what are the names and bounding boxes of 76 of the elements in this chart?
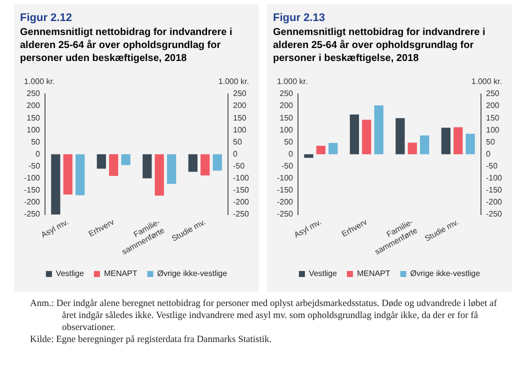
y-axis-title: 1.000 kr.	[24, 77, 55, 86]
y-tick-label: -250	[24, 210, 41, 219]
y2-tick-label: -200	[486, 198, 503, 207]
y-tick-label: 150	[280, 113, 294, 122]
y2-tick-label: 150	[232, 113, 247, 122]
bar	[374, 105, 384, 154]
bar	[454, 127, 463, 154]
y-tick-label: -50	[28, 161, 41, 170]
y2-tick-label: 100	[486, 125, 500, 134]
chart-title: Figur 2.13	[273, 12, 326, 24]
y2-tick-label: 0	[486, 149, 491, 158]
y-tick-label: 200	[280, 101, 294, 110]
y2-tick-label: -150	[486, 186, 503, 195]
y2-tick-label: -150	[232, 186, 250, 195]
legend-label: MENAPT	[104, 269, 138, 278]
y-tick-label: 0	[36, 149, 41, 158]
y2-tick-label: 200	[486, 101, 500, 110]
y2-tick-label: -200	[232, 198, 250, 207]
legend-label: Øvrige ikke-vestlige	[157, 269, 228, 278]
y2-tick-label: -250	[486, 210, 503, 219]
y2-tick-label: 150	[486, 113, 500, 122]
bar	[396, 118, 405, 154]
legend-label: MENAPT	[356, 269, 390, 278]
y2-tick-label: 100	[232, 125, 247, 134]
y2-tick-label: 50	[486, 137, 496, 146]
chart-title: Figur 2.12	[20, 12, 73, 24]
bar	[304, 154, 314, 158]
y-tick-label: 150	[26, 113, 41, 122]
y2-tick-label: -250	[232, 210, 250, 219]
y2-tick-label: 250	[486, 89, 500, 98]
chart-subtitle: Gennemsnitligt nettobidrag for indvandrere i alderen 25-64 år over opholdsgrundlag for personer uden beskæftigelse, 2018	[20, 26, 234, 66]
y-tick-label: -100	[24, 174, 41, 183]
y-tick-label: -100	[276, 174, 294, 183]
text: Kilde: Egne beregninger på registerdata fra Danmarks Statistik.	[30, 334, 273, 346]
y2-tick-label: 250	[232, 89, 247, 98]
x-tick-label: Asyl mv.	[40, 217, 70, 240]
x-tick-label: Studie mv.	[423, 217, 460, 244]
x-tick-label: Asyl mv.	[292, 217, 323, 240]
legend-label: Vestlige	[308, 269, 338, 278]
y-tick-label: -150	[24, 186, 41, 195]
y2-tick-label: 50	[232, 137, 242, 146]
legend-label: Øvrige ikke-vestlige	[410, 269, 481, 278]
legend-label: Vestlige	[56, 269, 84, 278]
y2-tick-label: -100	[486, 174, 503, 183]
y-tick-label: -250	[276, 210, 294, 219]
y-axis-title: 1.000 kr.	[277, 77, 308, 86]
bar	[441, 128, 450, 154]
bar	[408, 142, 417, 154]
y-tick-label: 200	[26, 101, 41, 110]
y2-axis-title: 1.000 kr.	[471, 77, 502, 86]
bar	[350, 114, 360, 154]
bar	[420, 135, 430, 154]
y-tick-label: 0	[288, 149, 294, 158]
y-tick-label: -200	[24, 198, 41, 207]
x-tick-label: Studie mv.	[170, 217, 208, 244]
y-tick-label: 100	[26, 125, 41, 134]
bar	[328, 142, 338, 154]
y-tick-label: -150	[276, 186, 294, 195]
bar	[316, 146, 326, 154]
y2-tick-label: 200	[232, 101, 247, 110]
y-tick-label: -200	[276, 198, 294, 207]
bar	[466, 134, 475, 154]
chart-subtitle: Gennemsnitligt nettobidrag for indvandrere i alderen 25-64 år over opholdsgrundlag for personer i beskæftigelse, 2018	[273, 26, 486, 66]
y-tick-label: 250	[280, 89, 294, 98]
y2-tick-label: -50	[232, 161, 246, 170]
y-tick-label: 250	[26, 89, 41, 98]
y-tick-label: 50	[284, 137, 294, 146]
y2-tick-label: -100	[232, 174, 250, 183]
y-tick-label: 50	[31, 137, 41, 146]
y2-tick-label: -50	[486, 161, 498, 170]
y-tick-label: 100	[280, 125, 294, 134]
y-tick-label: -50	[281, 161, 294, 170]
text: Anm.: Der indgår alene beregnet nettobidrag for personer med oplyst arbejdsmarkedsstatus. Døde og udvandrede i løbet af året indgår således ikke. Vestlige indvandrere med asyl mv. som opholdsgrundlag indgår ikke, da der er for få observationer.	[30, 298, 498, 334]
y2-tick-label: 0	[232, 149, 238, 158]
bar	[362, 120, 372, 154]
y2-axis-title: 1.000 kr.	[218, 77, 249, 86]
